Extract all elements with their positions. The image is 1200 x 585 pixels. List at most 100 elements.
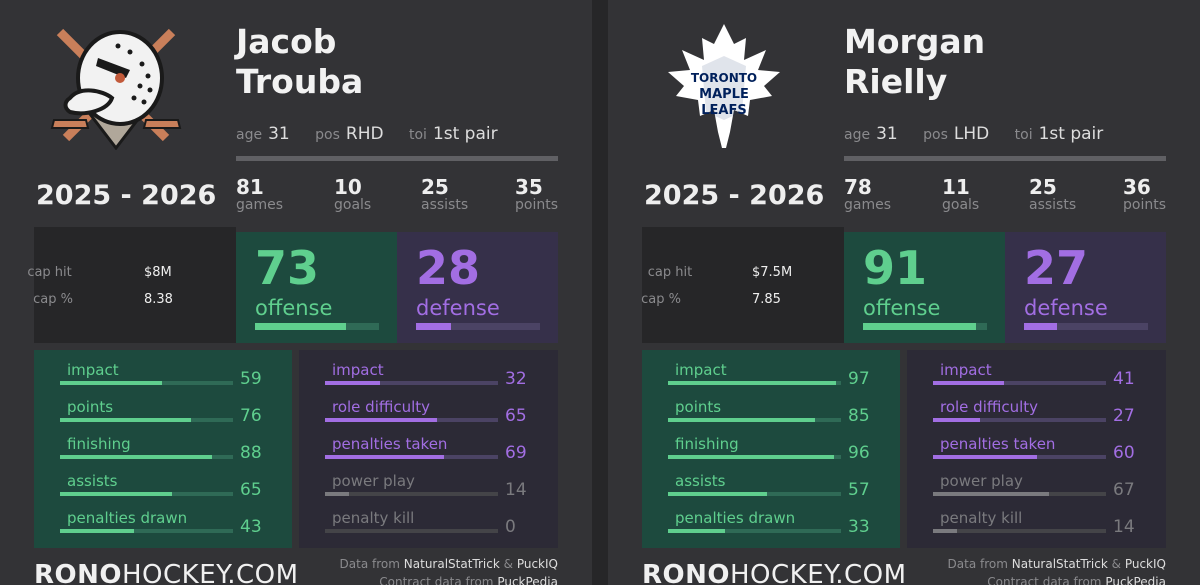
row-bar-track — [668, 455, 841, 459]
cap-pct-label: cap % — [641, 292, 681, 307]
defense-row-impact: impact 32 — [299, 350, 558, 389]
player-card: Jacob Trouba age 31 pos RHD toi 1st pair 20… — [0, 0, 592, 585]
cap-pct-value: 7.85 — [752, 292, 781, 307]
row-value: 65 — [505, 406, 527, 426]
cap-box: cap hit $7.5M cap % 7.85 — [641, 227, 844, 343]
defense-bar — [1024, 323, 1058, 330]
age-label: age — [844, 127, 871, 143]
defense-bar-track — [416, 323, 540, 330]
cap-pct-row: cap % 8.38 — [33, 292, 173, 307]
row-bar-track — [933, 529, 1106, 533]
stat-assists: 25 assists — [1029, 176, 1076, 213]
credit-amp: & — [503, 557, 513, 571]
row-bar-track — [60, 381, 233, 385]
stat-goals: 10 goals — [334, 176, 371, 213]
row-label: penalties drawn — [675, 509, 796, 527]
pos-value: LHD — [953, 124, 990, 144]
goals-value: 10 — [334, 175, 362, 199]
defense-row-penalty-kill: penalty kill 0 — [299, 498, 558, 537]
row-bar-track — [668, 418, 841, 422]
player-first-name: Jacob — [236, 22, 337, 61]
offense-bar-track — [255, 323, 379, 330]
defense-bar-track — [1024, 323, 1148, 330]
row-bar — [933, 381, 1004, 385]
row-bar-track — [60, 455, 233, 459]
defense-score: 27 — [1024, 241, 1089, 295]
row-bar-track — [933, 381, 1106, 385]
cap-pct-row: cap % 7.85 — [641, 292, 781, 307]
assists-value: 25 — [1029, 175, 1057, 199]
svg-text:TORONTO: TORONTO — [691, 71, 757, 85]
offense-bar-track — [863, 323, 987, 330]
credit-amp: & — [1111, 557, 1121, 571]
source-naturalstattrick: NaturalStatTrick — [403, 557, 500, 571]
stat-points: 36 points — [1123, 176, 1166, 213]
points-value: 36 — [1123, 175, 1151, 199]
row-label: points — [675, 398, 722, 416]
assists-value: 25 — [421, 175, 449, 199]
player-card: TORONTO MAPLE LEAFS Morgan Rielly age 31 … — [608, 0, 1200, 585]
row-bar — [933, 455, 1037, 459]
assists-label: assists — [1029, 197, 1077, 213]
row-value: 76 — [240, 406, 262, 426]
defense-bar — [416, 323, 451, 330]
defense-score-box: 28 defense — [397, 232, 558, 343]
brand-bold: RONO — [34, 560, 122, 585]
row-label: points — [67, 398, 114, 416]
brand-logo: RONOHOCKEY.COM — [34, 560, 299, 585]
card-divider — [592, 0, 608, 585]
offense-breakdown: impact 97 points 85 finishing 96 assists… — [642, 350, 900, 548]
toi-label: toi — [408, 127, 427, 143]
data-credit-prefix: Data from — [339, 557, 400, 571]
brand-logo: RONOHOCKEY.COM — [642, 560, 907, 585]
pos-label: pos — [315, 127, 340, 143]
row-bar-track — [325, 455, 498, 459]
offense-row-points: points 85 — [642, 387, 900, 426]
offense-row-impact: impact 97 — [642, 350, 900, 389]
row-value: 59 — [240, 369, 262, 389]
defense-row-penalty-kill: penalty kill 14 — [907, 498, 1166, 537]
data-credit: Data from NaturalStatTrick & PuckIQ — [340, 557, 558, 571]
row-bar — [325, 455, 445, 459]
defense-breakdown: impact 41 role difficulty 27 penalties t… — [907, 350, 1166, 548]
source-puckiq: PuckIQ — [1124, 557, 1166, 571]
row-label: assists — [67, 472, 118, 490]
row-bar — [60, 381, 163, 385]
games-value: 81 — [236, 175, 264, 199]
row-label: penalties taken — [332, 435, 448, 453]
row-value: 33 — [848, 517, 870, 537]
row-value: 88 — [240, 443, 262, 463]
brand-rest: HOCKEY.COM — [730, 560, 907, 585]
games-label: games — [236, 197, 284, 213]
games-label: games — [844, 197, 892, 213]
row-bar — [60, 529, 135, 533]
team-logo-toronto-maple-leafs: TORONTO MAPLE LEAFS — [668, 24, 780, 148]
data-credit-prefix: Data from — [947, 557, 1008, 571]
row-bar — [60, 492, 173, 496]
row-value: 97 — [848, 369, 870, 389]
row-bar — [325, 492, 350, 496]
contract-credit-prefix: Contract data from — [987, 575, 1102, 585]
stat-games: 81 games — [236, 176, 283, 213]
row-label: power play — [940, 472, 1023, 490]
row-value: 27 — [1113, 406, 1135, 426]
player-last-name: Trouba — [236, 62, 364, 101]
points-value: 35 — [515, 175, 543, 199]
row-value: 14 — [505, 480, 527, 500]
row-value: 65 — [240, 480, 262, 500]
offense-row-penalties-drawn: penalties drawn 33 — [642, 498, 900, 537]
meta-divider — [236, 156, 558, 161]
defense-row-power-play: power play 14 — [299, 461, 558, 500]
stat-goals: 11 goals — [942, 176, 979, 213]
defense-breakdown: impact 32 role difficulty 65 penalties t… — [299, 350, 558, 548]
offense-row-finishing: finishing 96 — [642, 424, 900, 463]
defense-label: defense — [416, 296, 500, 320]
defense-label: defense — [1024, 296, 1108, 320]
row-bar — [933, 492, 1049, 496]
row-bar-track — [325, 381, 498, 385]
row-bar — [60, 455, 213, 459]
defense-row-impact: impact 41 — [907, 350, 1166, 389]
pos-label: pos — [923, 127, 948, 143]
age-label: age — [236, 127, 263, 143]
goals-label: goals — [942, 197, 980, 213]
